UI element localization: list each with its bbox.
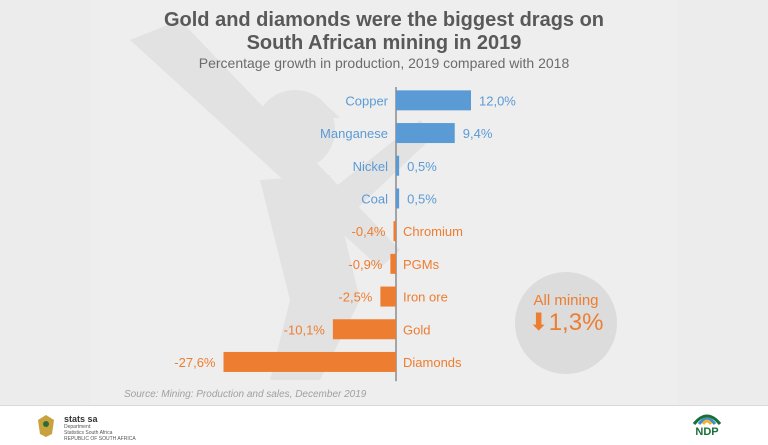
category-label: Iron ore xyxy=(403,290,448,305)
all-mining-badge: All mining ⬇1,3% xyxy=(515,272,617,374)
bar-chromium xyxy=(393,221,396,242)
category-label: Manganese xyxy=(320,126,388,141)
down-arrow-icon: ⬇ xyxy=(528,309,549,336)
ndp-emblem-icon xyxy=(692,414,722,425)
category-label: PGMs xyxy=(403,257,440,272)
bar-copper xyxy=(396,90,471,111)
ndp-text: NDP xyxy=(695,426,719,438)
source-note: Source: Mining: Production and sales, De… xyxy=(124,389,367,400)
bar-manganese xyxy=(396,123,455,144)
value-label: -0,4% xyxy=(352,224,386,239)
chart-title-line-1: Gold and diamonds were the biggest drags… xyxy=(163,9,605,31)
all-mining-label: All mining xyxy=(533,292,599,309)
value-label: 12,0% xyxy=(479,93,516,108)
all-mining-value: 1,3% xyxy=(548,309,604,336)
ndp-logo: NDP xyxy=(690,408,724,442)
value-label: 0,5% xyxy=(407,191,437,206)
category-label: Diamonds xyxy=(403,355,462,370)
value-label: -0,9% xyxy=(348,257,382,272)
category-label: Copper xyxy=(345,93,388,108)
bar-chart: Copper 12,0% Manganese 9,4% Nickel 0,5% Coal 0,… xyxy=(174,87,516,382)
bar-diamonds xyxy=(223,351,396,372)
value-label: 0,5% xyxy=(407,159,437,174)
chart-subtitle: Percentage growth in production, 2019 co… xyxy=(198,55,570,71)
stats-sa-text: stats sa Department: Statistics South Af… xyxy=(64,414,184,442)
value-label: -27,6% xyxy=(174,355,216,370)
background-illustration xyxy=(90,0,678,405)
category-label: Nickel xyxy=(353,159,389,174)
value-label: 9,4% xyxy=(463,126,493,141)
bar-gold xyxy=(332,319,396,340)
org-line-3: REPUBLIC OF SOUTH AFRICA xyxy=(64,436,136,442)
coat-of-arms-icon xyxy=(36,414,56,438)
value-label: -10,1% xyxy=(284,322,326,337)
category-label: Coal xyxy=(361,191,388,206)
bar-coal xyxy=(396,188,400,209)
org-line-1: Department: xyxy=(64,424,92,430)
footer-bar: stats sa Department: Statistics South Af… xyxy=(0,405,768,445)
org-name: stats sa xyxy=(64,414,98,424)
all-mining-value-row: ⬇1,3% xyxy=(515,308,617,337)
chart-panel xyxy=(0,0,768,405)
bar-pgms xyxy=(390,253,396,274)
category-label: Gold xyxy=(403,322,430,337)
org-line-2: Statistics South Africa xyxy=(64,430,113,436)
bar-iron-ore xyxy=(380,286,396,307)
value-label: -2,5% xyxy=(338,290,372,305)
category-label: Chromium xyxy=(403,224,463,239)
chart-title-line-2: South African mining in 2019 xyxy=(246,32,522,54)
bar-nickel xyxy=(396,155,400,176)
stats-sa-logo: stats sa Department: Statistics South Af… xyxy=(36,414,136,442)
